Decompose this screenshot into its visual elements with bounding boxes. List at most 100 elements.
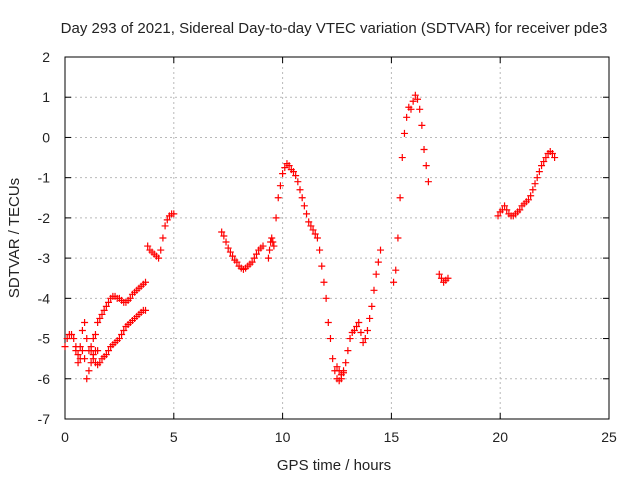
data-point bbox=[346, 335, 354, 343]
data-point bbox=[340, 369, 348, 377]
grid bbox=[65, 57, 609, 419]
data-point bbox=[155, 254, 163, 262]
data-point bbox=[298, 194, 306, 202]
data-point bbox=[157, 246, 165, 254]
data-point bbox=[305, 218, 313, 226]
data-point bbox=[74, 359, 82, 367]
data-point bbox=[418, 121, 426, 129]
y-tick-label: -1 bbox=[38, 170, 51, 186]
y-tick-label: -2 bbox=[38, 210, 51, 226]
data-point bbox=[329, 355, 337, 363]
y-tick-label: 1 bbox=[42, 89, 50, 105]
data-point bbox=[161, 222, 169, 230]
data-point bbox=[68, 331, 76, 339]
y-tick-label: -7 bbox=[38, 411, 51, 427]
data-point bbox=[105, 298, 113, 306]
data-point bbox=[142, 306, 150, 314]
data-point bbox=[91, 331, 99, 339]
data-point bbox=[420, 146, 428, 154]
data-point bbox=[83, 375, 91, 383]
data-point bbox=[394, 234, 402, 242]
series-arc-1a bbox=[61, 331, 102, 383]
data-point bbox=[398, 154, 406, 162]
series-arc-2 bbox=[144, 210, 178, 262]
data-point bbox=[270, 242, 278, 250]
data-point bbox=[83, 335, 91, 343]
data-point bbox=[320, 278, 328, 286]
data-point bbox=[503, 206, 511, 214]
data-point bbox=[542, 154, 550, 162]
data-point bbox=[527, 192, 535, 200]
data-point bbox=[220, 232, 228, 240]
data-point bbox=[102, 351, 110, 359]
data-point bbox=[435, 270, 443, 278]
data-point bbox=[74, 351, 82, 359]
data-point bbox=[318, 262, 326, 270]
data-point bbox=[274, 194, 282, 202]
data-point bbox=[316, 246, 324, 254]
data-point bbox=[94, 318, 102, 326]
data-point bbox=[392, 266, 400, 274]
series-arc-4 bbox=[264, 160, 348, 385]
data-point bbox=[300, 202, 308, 210]
data-point bbox=[333, 363, 341, 371]
y-tick-label: -6 bbox=[38, 371, 51, 387]
data-point bbox=[538, 162, 546, 170]
data-point bbox=[390, 278, 398, 286]
data-point bbox=[222, 238, 230, 246]
data-point bbox=[359, 339, 367, 347]
data-point bbox=[89, 355, 97, 363]
data-point bbox=[81, 355, 89, 363]
data-point bbox=[102, 302, 110, 310]
series-arc-6 bbox=[390, 91, 432, 286]
data-point bbox=[531, 180, 539, 188]
data-point bbox=[372, 270, 380, 278]
data-point bbox=[529, 186, 537, 194]
y-axis-label: SDTVAR / TECUs bbox=[6, 178, 23, 298]
data-point bbox=[126, 294, 134, 302]
series-arc-8 bbox=[494, 148, 559, 220]
data-point bbox=[61, 343, 69, 351]
data-point bbox=[120, 327, 128, 335]
data-point bbox=[403, 113, 411, 121]
series-arc-7 bbox=[435, 270, 452, 286]
data-point bbox=[170, 210, 178, 218]
x-axis-label: GPS time / hours bbox=[277, 457, 391, 474]
data-point bbox=[259, 242, 267, 250]
data-point bbox=[292, 172, 300, 180]
data-point bbox=[252, 250, 260, 258]
data-point bbox=[313, 234, 321, 242]
data-point bbox=[361, 335, 369, 343]
data-point bbox=[322, 294, 330, 302]
data-point bbox=[533, 174, 541, 182]
data-point bbox=[524, 196, 532, 204]
data-point bbox=[303, 210, 311, 218]
data-point bbox=[370, 286, 378, 294]
data-point bbox=[377, 246, 385, 254]
data-point bbox=[233, 258, 241, 266]
data-point bbox=[363, 327, 371, 335]
data-point bbox=[414, 95, 422, 103]
data-point bbox=[411, 91, 419, 99]
series-arc-3 bbox=[218, 228, 267, 273]
data-point bbox=[218, 228, 226, 236]
data-point bbox=[115, 335, 123, 343]
data-point bbox=[89, 335, 97, 343]
data-point bbox=[269, 238, 277, 246]
data-point bbox=[335, 367, 343, 375]
data-point bbox=[78, 347, 86, 355]
data-point bbox=[272, 214, 280, 222]
data-point bbox=[551, 154, 559, 162]
data-point bbox=[368, 302, 376, 310]
data-point bbox=[279, 170, 287, 178]
plot-frame bbox=[64, 56, 610, 420]
x-tick-label: 10 bbox=[275, 429, 291, 445]
data-points bbox=[61, 91, 559, 385]
data-point bbox=[248, 258, 256, 266]
data-point bbox=[226, 248, 234, 256]
data-point bbox=[281, 164, 289, 172]
y-tick-label: 2 bbox=[42, 49, 50, 65]
series-arc-1b bbox=[72, 278, 150, 359]
data-point bbox=[224, 244, 232, 252]
